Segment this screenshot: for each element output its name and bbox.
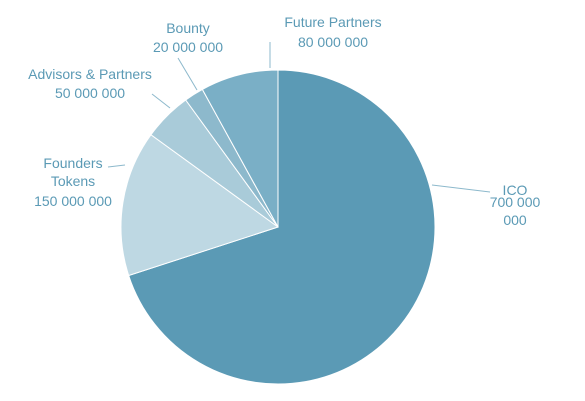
value-label: 700 000 000 [489, 194, 541, 228]
slice-label: ICO [502, 182, 528, 198]
pie-slice [120, 134, 280, 277]
leader-line [431, 184, 491, 193]
slice-label: Future Partners [284, 14, 382, 30]
leader-line [177, 57, 198, 91]
pie-slice [201, 69, 279, 228]
slice-label: Founders Tokens [43, 155, 103, 189]
leader-line [151, 93, 171, 109]
slice-label: Bounty [166, 20, 210, 36]
value-label: 20 000 000 [152, 39, 224, 55]
value-label: 50 000 000 [54, 85, 126, 101]
value-label: 150 000 000 [34, 193, 112, 209]
slice-label: Advisors & Partners [28, 66, 152, 82]
value-label: 80 000 000 [297, 34, 369, 50]
pie-slice [128, 69, 436, 385]
leader-line [107, 164, 126, 168]
